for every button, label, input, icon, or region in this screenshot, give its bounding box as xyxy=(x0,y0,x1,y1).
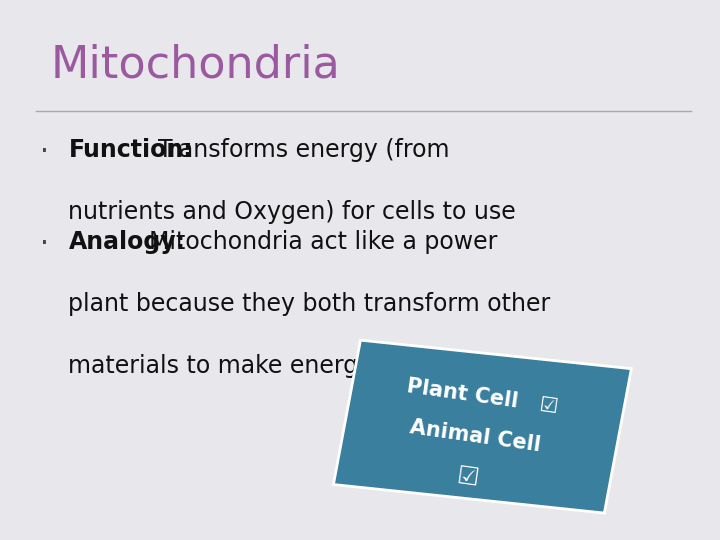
Text: materials to make energy.: materials to make energy. xyxy=(68,354,377,377)
Text: ☑: ☑ xyxy=(455,464,481,491)
Text: Mitochondria: Mitochondria xyxy=(50,43,340,86)
Text: Animal Cell: Animal Cell xyxy=(408,417,542,455)
FancyBboxPatch shape xyxy=(333,340,631,513)
Text: Mitochondria act like a power: Mitochondria act like a power xyxy=(149,230,498,253)
Text: Function:: Function: xyxy=(68,138,193,161)
Text: Analogy:: Analogy: xyxy=(68,230,186,253)
Text: nutrients and Oxygen) for cells to use: nutrients and Oxygen) for cells to use xyxy=(68,200,516,224)
Text: plant because they both transform other: plant because they both transform other xyxy=(68,292,551,315)
Text: Transforms energy (from: Transforms energy (from xyxy=(158,138,450,161)
Text: ·: · xyxy=(40,138,48,166)
Text: Plant Cell   ☑: Plant Cell ☑ xyxy=(405,376,559,417)
Text: ·: · xyxy=(40,230,48,258)
